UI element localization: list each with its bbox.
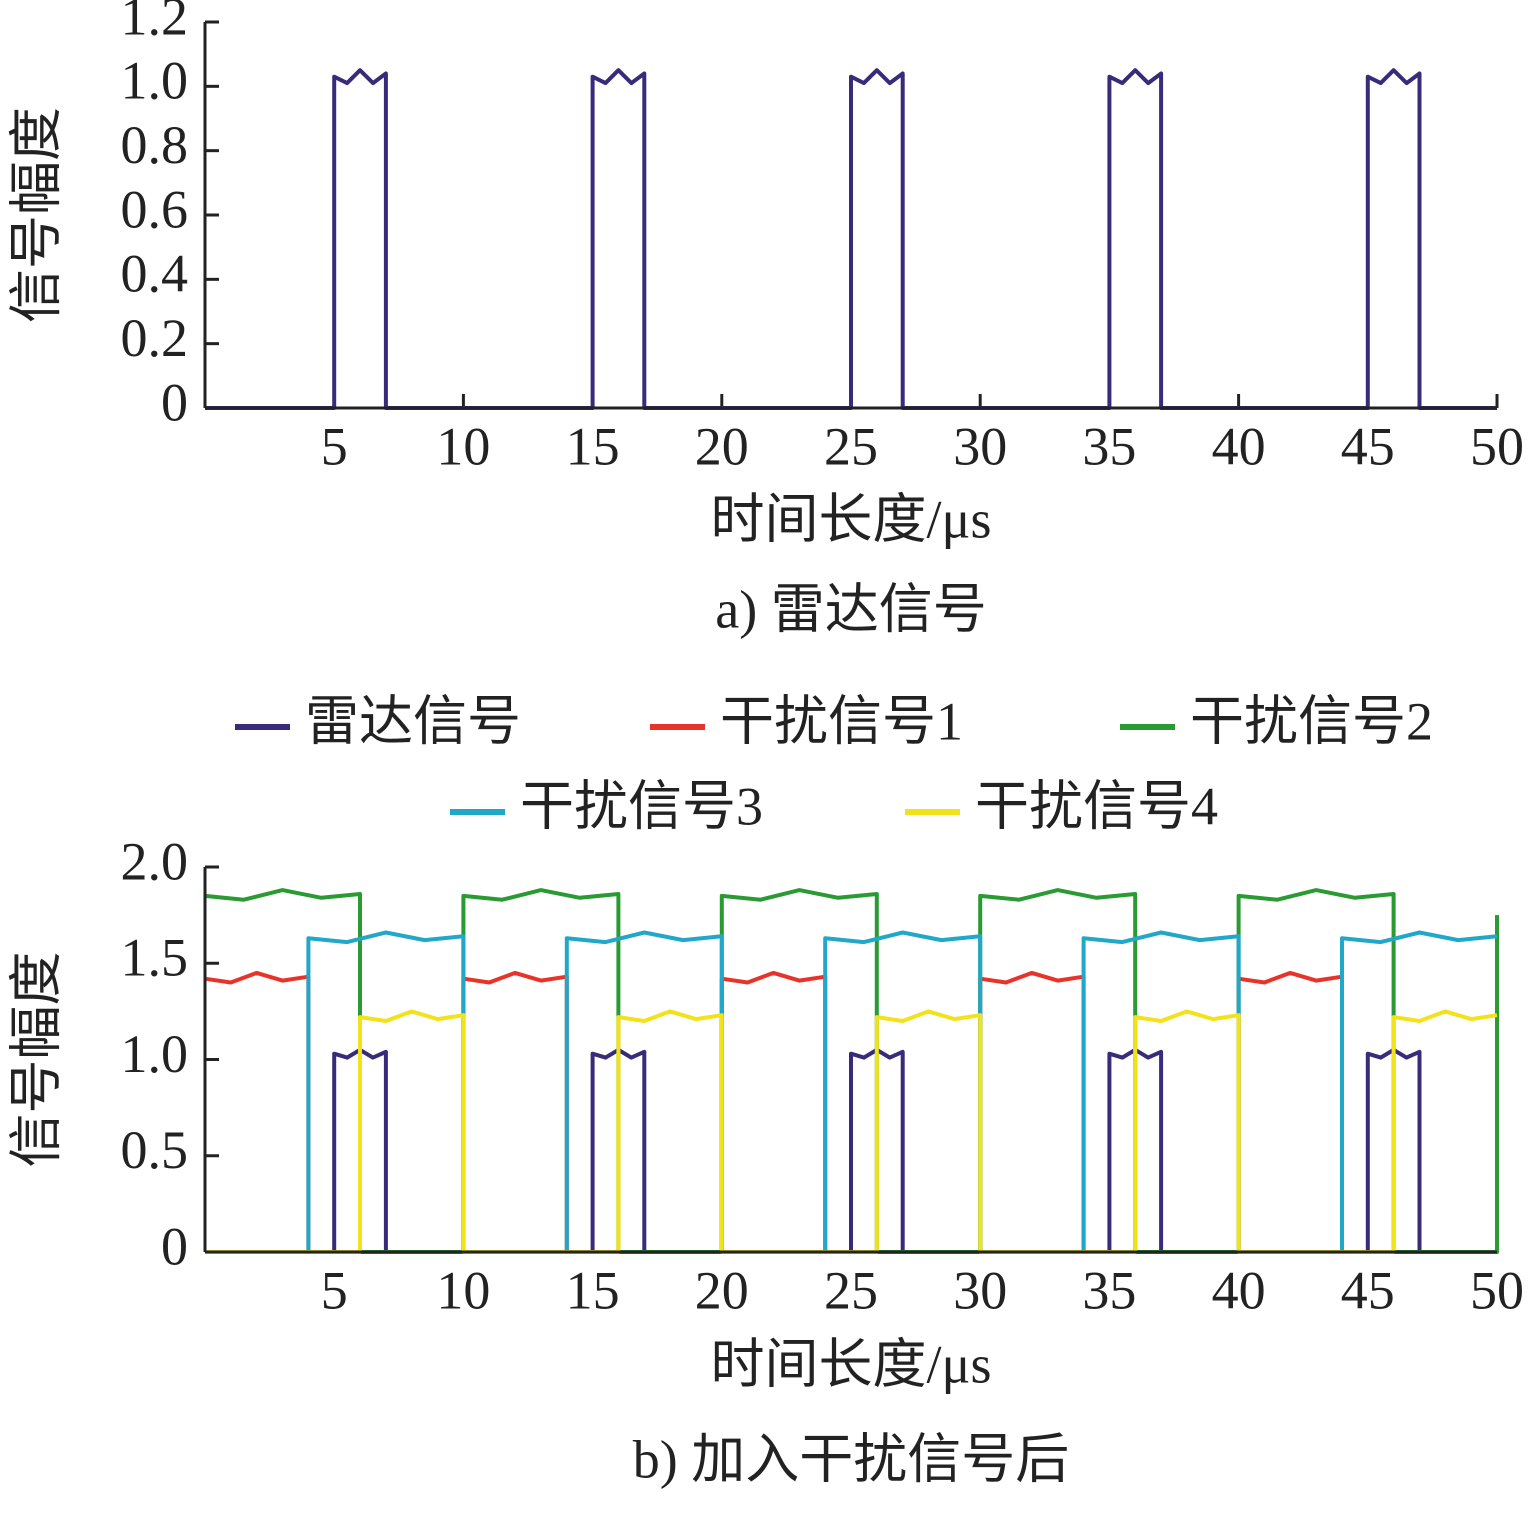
y-axis-label: 信号幅度 <box>6 952 66 1168</box>
series-line <box>205 1047 1497 1254</box>
x-tick-label: 45 <box>1341 416 1395 476</box>
y-tick-label: 0.2 <box>121 308 189 368</box>
x-tick-label: 45 <box>1341 1260 1395 1320</box>
legend-label: 干扰信号1 <box>720 691 963 751</box>
caption: b) 加入干扰信号后 <box>633 1429 1069 1489</box>
x-axis-label: 时间长度/μs <box>711 1334 992 1394</box>
x-tick-label: 15 <box>566 416 620 476</box>
legend-label: 雷达信号 <box>305 691 521 751</box>
x-tick-label: 20 <box>695 416 749 476</box>
legend-label: 干扰信号3 <box>520 776 763 836</box>
x-tick-label: 20 <box>695 1260 749 1320</box>
y-tick-label: 0 <box>161 372 188 432</box>
y-tick-label: 1.5 <box>121 928 189 988</box>
y-tick-label: 1.2 <box>121 0 189 46</box>
y-tick-label: 0.4 <box>121 244 189 304</box>
x-tick-label: 5 <box>321 1260 348 1320</box>
caption: a) 雷达信号 <box>715 579 986 639</box>
y-tick-label: 2.0 <box>121 831 189 891</box>
legend-label: 干扰信号2 <box>1190 691 1433 751</box>
y-axis-label: 信号幅度 <box>6 107 66 323</box>
x-tick-label: 35 <box>1082 416 1136 476</box>
x-tick-label: 15 <box>566 1260 620 1320</box>
y-tick-label: 0.5 <box>121 1120 189 1180</box>
y-tick-label: 0.8 <box>121 115 189 175</box>
x-tick-label: 35 <box>1082 1260 1136 1320</box>
x-tick-label: 25 <box>824 1260 878 1320</box>
x-tick-label: 50 <box>1470 1260 1524 1320</box>
x-tick-label: 25 <box>824 416 878 476</box>
x-tick-label: 10 <box>436 1260 490 1320</box>
y-tick-label: 0.6 <box>121 179 189 239</box>
x-tick-label: 10 <box>436 416 490 476</box>
x-tick-label: 5 <box>321 416 348 476</box>
y-tick-label: 0 <box>161 1216 188 1276</box>
x-tick-label: 30 <box>953 416 1007 476</box>
x-tick-label: 50 <box>1470 416 1524 476</box>
legend-label: 干扰信号4 <box>975 776 1218 836</box>
series-line <box>205 68 1497 410</box>
x-tick-label: 40 <box>1212 416 1266 476</box>
x-tick-label: 30 <box>953 1260 1007 1320</box>
y-tick-label: 1.0 <box>121 51 189 111</box>
x-axis-label: 时间长度/μs <box>711 489 992 549</box>
x-tick-label: 40 <box>1212 1260 1266 1320</box>
y-tick-label: 1.0 <box>121 1024 189 1084</box>
